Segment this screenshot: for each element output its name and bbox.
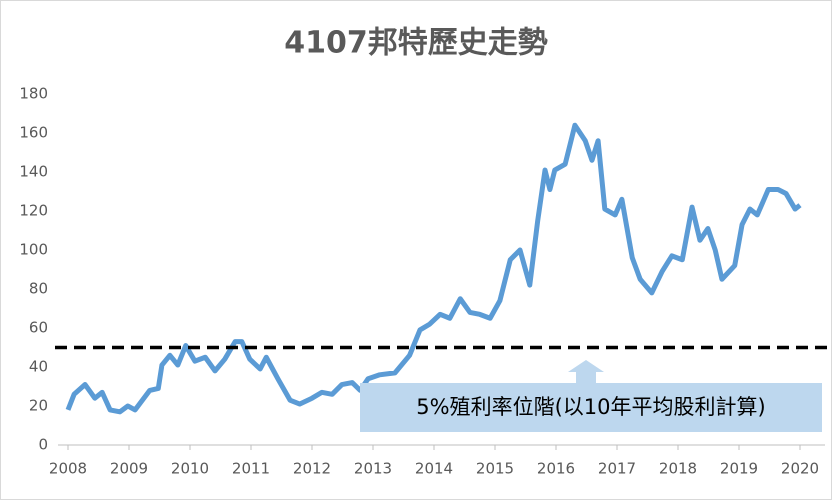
x-tick-label: 2018 <box>659 460 697 478</box>
x-tick-label: 2011 <box>232 460 270 478</box>
annotation-box <box>360 383 822 432</box>
price-line <box>65 122 802 415</box>
chart-title: 4107邦特歷史走勢 <box>284 26 548 61</box>
x-tick-label: 2010 <box>171 460 209 478</box>
x-tick-label: 2016 <box>537 460 575 478</box>
y-tick-label: 140 <box>19 163 48 181</box>
x-tick-label: 2020 <box>781 460 819 478</box>
x-tick-label: 2009 <box>110 460 148 478</box>
x-tick-label: 2017 <box>598 460 636 478</box>
annotation-text: 5%殖利率位階(以10年平均股利計算) <box>416 395 765 419</box>
y-tick-label: 160 <box>19 124 48 142</box>
x-tick-label: 2012 <box>293 460 331 478</box>
y-tick-label: 180 <box>19 85 48 103</box>
y-tick-label: 20 <box>29 397 48 415</box>
x-tick-label: 2019 <box>720 460 758 478</box>
y-tick-label: 0 <box>38 436 48 454</box>
y-tick-label: 60 <box>29 319 48 337</box>
x-tick-label: 2013 <box>354 460 392 478</box>
y-tick-label: 40 <box>29 358 48 376</box>
y-tick-label: 80 <box>29 280 48 298</box>
x-tick-label: 2014 <box>415 460 453 478</box>
x-tick-label: 2008 <box>49 460 87 478</box>
annotation-arrow <box>568 360 604 383</box>
y-tick-label: 120 <box>19 202 48 220</box>
y-tick-label: 100 <box>19 241 48 259</box>
x-tick-label: 2015 <box>476 460 514 478</box>
